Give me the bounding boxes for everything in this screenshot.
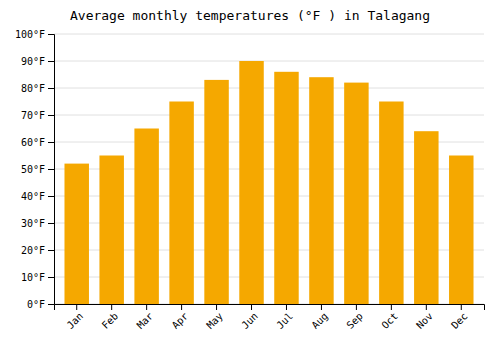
x-tick: Jul <box>274 304 295 331</box>
x-tick-label: Apr <box>170 310 191 331</box>
y-tick-mark <box>48 169 54 170</box>
y-tick-mark <box>48 34 54 35</box>
plot: 0°F 10°F 20°F 30°F 40°F 50°F 60°F 70°F 80°F 90°F 1… <box>15 29 485 331</box>
x-tick: Mar <box>135 304 156 331</box>
x-tick-mark <box>76 304 77 310</box>
x-tick: Apr <box>170 304 191 331</box>
y-tick: 10°F <box>21 272 54 283</box>
y-tick-label: 0°F <box>27 299 45 310</box>
y-tick: 100°F <box>15 29 54 40</box>
bar <box>204 80 228 304</box>
bar <box>134 129 158 305</box>
x-tick-mark <box>146 304 147 310</box>
x-tick-label: Oct <box>379 310 400 331</box>
x-tick-mark <box>391 304 392 310</box>
x-tick-mark <box>216 304 217 310</box>
x-tick-label: Jul <box>274 310 295 331</box>
bar <box>169 102 193 305</box>
x-tick: May <box>204 304 225 331</box>
grid-line <box>54 115 484 116</box>
x-tick-mark <box>286 304 287 310</box>
chart: 0°F 10°F 20°F 30°F 40°F 50°F 60°F 70°F 80°F 90°F 1… <box>0 0 500 350</box>
x-tick-label: Dec <box>449 310 470 331</box>
grid <box>54 34 484 304</box>
x-tick: Aug <box>309 304 330 331</box>
y-tick-mark <box>48 142 54 143</box>
x-tick: Jan <box>65 304 86 331</box>
x-tick-label: Jan <box>65 310 86 331</box>
title: Average monthly temperatures (°F ) in Ta… <box>70 8 430 23</box>
x-tick-label: Nov <box>414 310 435 331</box>
x-tick-label: Feb <box>100 310 121 331</box>
bar <box>309 77 333 304</box>
bar <box>379 102 403 305</box>
y-tick: 50°F <box>21 164 54 175</box>
y-tick: 40°F <box>21 191 54 202</box>
bar <box>344 83 368 304</box>
y-tick-label: 90°F <box>21 56 45 67</box>
y-tick-mark <box>48 196 54 197</box>
x-tick: Dec <box>449 304 470 331</box>
y-tick-label: 80°F <box>21 83 45 94</box>
x-tick: Jun <box>239 304 260 331</box>
x-axis: Jan Feb Mar Apr May Jun Jul Aug Sep Oct Nov Dec <box>55 304 485 331</box>
y-tick: 60°F <box>21 137 54 148</box>
y-tick: 80°F <box>21 83 54 94</box>
x-tick-mark <box>181 304 182 310</box>
y-tick-mark <box>48 61 54 62</box>
y-tick-label: 30°F <box>21 218 45 229</box>
bar <box>274 72 298 304</box>
grid-line <box>54 88 484 89</box>
y-tick: 0°F <box>27 299 54 310</box>
x-tick-mark <box>251 304 252 310</box>
bar <box>449 156 473 305</box>
bars <box>64 61 473 304</box>
y-tick-mark <box>48 223 54 224</box>
x-tick: Feb <box>100 304 121 331</box>
x-tick: Nov <box>414 304 435 331</box>
bar <box>414 131 438 304</box>
grid-line <box>54 34 484 35</box>
x-tick-mark <box>461 304 462 310</box>
x-tick-label: Sep <box>344 310 365 331</box>
x-tick-mark <box>111 304 112 310</box>
x-tick: Oct <box>379 304 400 331</box>
y-tick: 70°F <box>21 110 54 121</box>
x-tick-label: Aug <box>309 310 330 331</box>
y-tick-mark <box>48 277 54 278</box>
x-tick-mark <box>321 304 322 310</box>
bar <box>239 61 263 304</box>
x-tick: Sep <box>344 304 365 331</box>
bar <box>64 164 88 304</box>
y-tick-mark <box>48 304 54 305</box>
y-axis-line <box>48 35 55 305</box>
y-axis: 0°F 10°F 20°F 30°F 40°F 50°F 60°F 70°F 80°F 90°F 1… <box>15 29 55 310</box>
y-tick-label: 50°F <box>21 164 45 175</box>
y-tick-label: 60°F <box>21 137 45 148</box>
y-tick-mark <box>48 88 54 89</box>
y-tick-mark <box>48 250 54 251</box>
x-tick-mark <box>356 304 357 310</box>
y-tick: 30°F <box>21 218 54 229</box>
y-tick-label: 10°F <box>21 272 45 283</box>
y-tick-mark <box>48 115 54 116</box>
x-tick-label: Mar <box>135 310 156 331</box>
y-tick-label: 20°F <box>21 245 45 256</box>
y-tick-label: 40°F <box>21 191 45 202</box>
x-axis-line <box>55 305 485 311</box>
x-tick-mark <box>426 304 427 310</box>
bar <box>99 156 123 305</box>
grid-line <box>54 61 484 62</box>
y-tick-label: 70°F <box>21 110 45 121</box>
y-tick: 20°F <box>21 245 54 256</box>
y-tick: 90°F <box>21 56 54 67</box>
y-tick-label: 100°F <box>15 29 45 40</box>
x-tick-label: Jun <box>239 310 260 331</box>
x-tick-label: May <box>204 310 225 331</box>
